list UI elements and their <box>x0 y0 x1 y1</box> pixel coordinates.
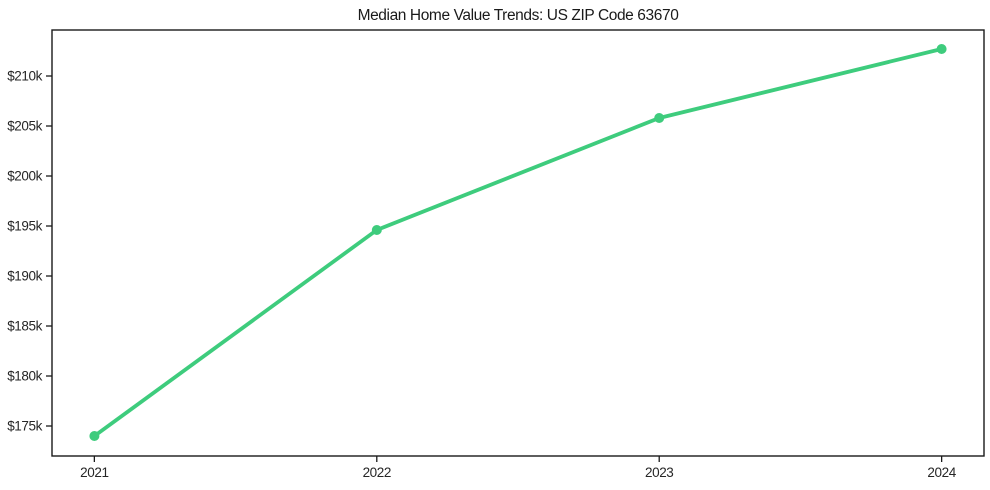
x-tick-label: 2024 <box>927 465 956 480</box>
y-tick-label: $205k <box>7 119 42 134</box>
x-tick-label: 2022 <box>363 465 391 480</box>
data-point-marker <box>936 44 947 54</box>
y-tick-label: $200k <box>7 169 42 184</box>
data-point-marker <box>371 225 382 235</box>
chart-title: Median Home Value Trends: US ZIP Code 63… <box>357 7 679 24</box>
y-tick-label: $195k <box>7 219 42 234</box>
x-tick-label: 2021 <box>80 465 108 480</box>
y-tick-label: $190k <box>7 269 42 284</box>
y-tick-label: $180k <box>7 369 42 384</box>
plot-box-spines <box>51 29 985 457</box>
x-tick-label: 2023 <box>645 465 673 480</box>
data-point-marker <box>654 113 665 123</box>
y-tick-label: $185k <box>7 319 42 334</box>
series-line <box>92 47 944 438</box>
y-tick-label: $210k <box>7 69 42 84</box>
data-point-marker <box>89 431 100 441</box>
y-tick-label: $175k <box>7 419 42 434</box>
